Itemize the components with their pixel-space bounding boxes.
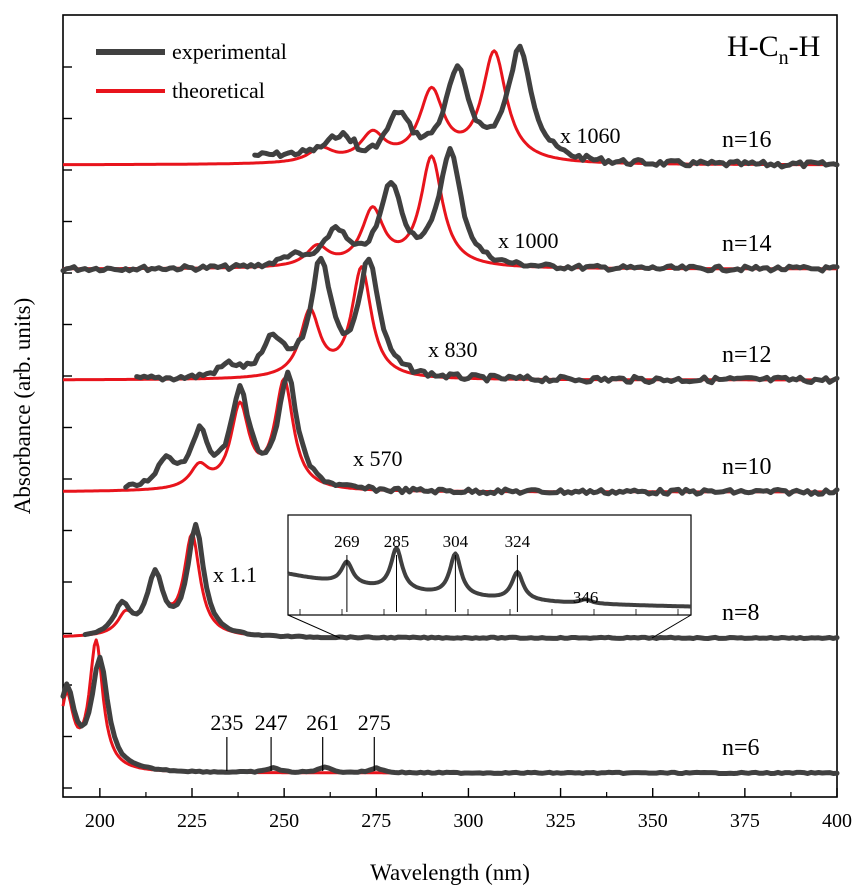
x-tick-label-325: 325: [546, 810, 576, 832]
inset-peak-label-285: 285: [384, 532, 410, 551]
inset-peak-label-304: 304: [443, 532, 469, 551]
theoretical-curve-n=14: [63, 154, 837, 271]
inset-peak-label-346: 346: [573, 588, 599, 607]
inset-spectrum: 269 285 304 324 346: [287, 514, 692, 639]
scale-label-n=8: x 1.1: [213, 562, 257, 587]
scale-label-n=14: x 1000: [498, 228, 559, 253]
inset-connector-right: [651, 614, 692, 639]
theoretical-curve-n=12: [63, 265, 837, 382]
legend-label-experimental: experimental: [172, 39, 287, 64]
series-label-n=6: n=6: [722, 735, 760, 761]
experimental-curve-n=16: [252, 43, 840, 170]
inset-frame: [287, 514, 692, 616]
x-tick-label-300: 300: [453, 810, 483, 832]
x-tick-label-375: 375: [730, 810, 760, 832]
experimental-curve-n=6: [60, 654, 840, 776]
y-axis-ticks: [63, 66, 72, 789]
x-tick-label-225: 225: [177, 810, 207, 832]
experimental-curve-n=14: [60, 146, 840, 274]
n6-peak-label-261: 261: [306, 710, 339, 735]
inset-experimental-curve: [287, 545, 692, 609]
experimental-curve-n=12: [134, 255, 840, 386]
legend: experimental theoretical: [96, 39, 287, 103]
theoretical-curve-n=6: [61, 638, 837, 775]
series-label-n=8: n=8: [722, 600, 760, 626]
y-axis-label: Absorbance (arb. units): [10, 298, 35, 515]
series-label-n=16: n=16: [722, 127, 772, 153]
x-tick-label-400: 400: [822, 810, 852, 832]
inset-ticks: [299, 609, 679, 615]
n6-peak-label-275: 275: [358, 710, 391, 735]
inset-connector-left: [287, 614, 341, 639]
x-axis-label: Wavelength (nm): [370, 860, 530, 885]
n6-peak-label-247: 247: [255, 710, 288, 735]
scale-label-n=12: x 830: [428, 337, 478, 362]
inset-peak-label-324: 324: [505, 532, 531, 551]
experimental-curve-n=10: [123, 369, 840, 497]
theoretical-curve-n=10: [63, 377, 837, 494]
series-label-n=14: n=14: [722, 231, 772, 257]
inset-peak-label-269: 269: [334, 532, 360, 551]
series-label-n=10: n=10: [722, 454, 772, 480]
annotations: n=16 n=14 n=12 n=10 n=8 n=6 x 1060 x 1000 x 830 x…: [210, 123, 772, 771]
x-tick-label-250: 250: [269, 810, 299, 832]
plot-frame: [62, 14, 838, 798]
n6-peak-label-235: 235: [210, 710, 243, 735]
legend-label-theoretical: theoretical: [172, 78, 265, 103]
spectra-curves: [60, 43, 840, 776]
x-tick-label-350: 350: [638, 810, 668, 832]
x-tick-label-275: 275: [361, 810, 391, 832]
experimental-curve-n=8: [82, 521, 840, 641]
scale-label-n=10: x 570: [353, 446, 403, 471]
series-label-n=12: n=12: [722, 342, 772, 368]
x-axis-ticks: 200 225 250 275 300 325 350 375 400: [85, 788, 852, 832]
scale-label-n=16: x 1060: [560, 123, 621, 148]
x-tick-label-200: 200: [85, 810, 115, 832]
chart-title: H-Cn-H: [727, 30, 820, 69]
inset-peak-labels: 269 285 304 324 346: [334, 532, 598, 612]
